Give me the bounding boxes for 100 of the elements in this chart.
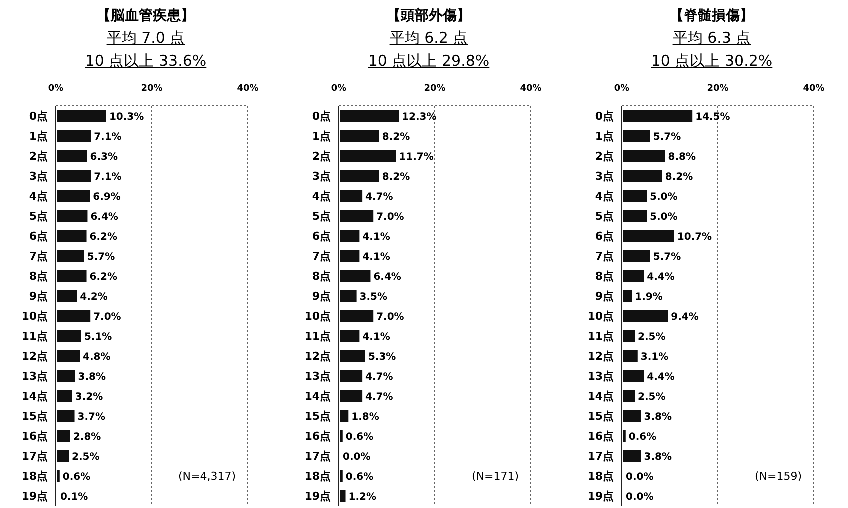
bar [57, 130, 92, 142]
bar [623, 310, 668, 322]
y-tick-label: 6点 [312, 230, 331, 243]
data-label: 6.2% [90, 232, 118, 243]
annotation: (N=4,317) [178, 470, 236, 483]
bar [623, 230, 674, 242]
data-label: 2.8% [73, 432, 102, 443]
data-label: 3.5% [360, 292, 388, 303]
data-label: 0.0% [343, 452, 371, 463]
bar [623, 290, 632, 302]
bar [57, 450, 69, 462]
bar [623, 430, 626, 442]
data-label: 9.4% [671, 312, 699, 323]
bar [340, 250, 360, 262]
bar [57, 470, 60, 482]
text: 10 点以上 33.6% [85, 52, 207, 70]
bar [340, 270, 371, 282]
chart-subtitle: 平均 6.2 点 [390, 29, 468, 47]
x-tick-label: 0% [331, 84, 347, 94]
data-label: 5.1% [84, 332, 112, 343]
y-tick-label: 2点 [595, 150, 614, 163]
bar [340, 190, 363, 202]
bar [340, 370, 363, 382]
bar [623, 210, 647, 222]
data-label: 4.4% [647, 372, 675, 383]
bar [623, 370, 644, 382]
bar [340, 430, 343, 442]
data-label: 6.4% [374, 272, 402, 283]
bar [623, 150, 666, 162]
data-label: 11.7% [399, 152, 434, 163]
data-label: 4.4% [647, 272, 675, 283]
text: 10 点以上 29.8% [368, 52, 490, 70]
y-tick-label: 16点 [588, 430, 614, 443]
y-tick-label: 6点 [29, 230, 48, 243]
bar [623, 130, 650, 142]
data-label: 8.2% [665, 172, 694, 183]
x-tick-label: 20% [424, 84, 446, 94]
bar [340, 290, 357, 302]
y-tick-label: 3点 [312, 170, 331, 183]
data-label: 6.4% [90, 212, 118, 223]
bar [57, 250, 84, 262]
data-label: 14.5% [696, 112, 730, 123]
bar [57, 270, 87, 282]
data-label: 3.7% [78, 412, 106, 423]
y-tick-label: 7点 [595, 250, 614, 263]
y-tick-label: 12点 [304, 350, 331, 363]
bar [57, 410, 75, 422]
y-tick-label: 14点 [588, 390, 614, 403]
bar [623, 270, 644, 282]
bar [623, 250, 650, 262]
data-label: 8.2% [382, 132, 410, 143]
data-label: 7.0% [376, 312, 404, 323]
bar [340, 310, 374, 322]
bar [340, 150, 396, 162]
bar [57, 110, 106, 122]
bar [340, 350, 366, 362]
y-tick-label: 10点 [304, 310, 331, 323]
y-tick-label: 6点 [595, 230, 614, 243]
data-label: 3.8% [644, 412, 672, 423]
data-label: 4.7% [366, 392, 394, 403]
data-label: 0.0% [626, 492, 654, 503]
y-tick-label: 9点 [29, 290, 48, 303]
data-label: 10.3% [109, 112, 144, 123]
data-label: 3.1% [640, 352, 669, 363]
data-label: 3.2% [75, 392, 104, 403]
bar [57, 170, 92, 182]
bar [57, 350, 80, 362]
y-tick-label: 10点 [588, 310, 614, 323]
data-label: 6.9% [93, 192, 121, 203]
bar [340, 130, 380, 142]
bar [340, 490, 346, 502]
y-tick-label: 15点 [588, 410, 614, 423]
bar [340, 210, 374, 222]
y-tick-label: 13点 [588, 370, 614, 383]
data-label: 2.5% [638, 392, 666, 403]
data-label: 1.8% [352, 412, 380, 423]
y-tick-label: 5点 [29, 210, 48, 223]
bar [340, 470, 343, 482]
y-tick-label: 17点 [22, 450, 48, 463]
y-tick-label: 5点 [312, 210, 331, 223]
y-tick-label: 4点 [312, 190, 331, 203]
bar [340, 170, 380, 182]
y-tick-label: 17点 [588, 450, 614, 463]
y-tick-label: 12点 [588, 350, 614, 363]
data-label: 8.2% [382, 172, 410, 183]
bar [340, 110, 400, 122]
chart-title: 【脳血管疾患】 [97, 7, 195, 24]
y-tick-label: 2点 [29, 150, 48, 163]
bar [57, 330, 82, 342]
x-tick-label: 20% [141, 84, 163, 94]
y-tick-label: 15点 [304, 410, 331, 423]
data-label: 0.6% [62, 472, 91, 483]
data-label: 4.2% [80, 292, 108, 303]
y-tick-label: 9点 [595, 290, 614, 303]
x-tick-label: 0% [614, 84, 630, 94]
bar [57, 150, 88, 162]
y-tick-label: 12点 [22, 350, 48, 363]
bar [623, 390, 635, 402]
y-tick-label: 16点 [22, 430, 48, 443]
y-tick-label: 16点 [304, 430, 331, 443]
